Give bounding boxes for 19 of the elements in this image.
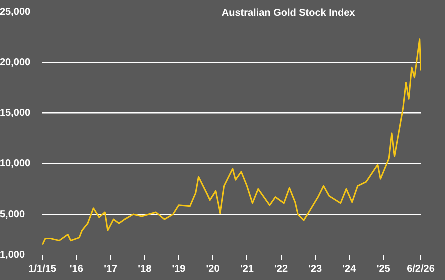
y-tick-label: 15,000 bbox=[0, 108, 32, 119]
y-tick-label: 5,000 bbox=[0, 209, 26, 220]
x-tick-label: '16 bbox=[70, 264, 84, 275]
x-tick-label: '24 bbox=[342, 264, 357, 275]
x-tick-label: '22 bbox=[274, 264, 288, 275]
x-tick-label: '25 bbox=[376, 264, 391, 275]
x-tick-label: '19 bbox=[172, 264, 186, 275]
x-tick-label: 1/1/15 bbox=[28, 264, 57, 275]
y-tick-label: 25,000 bbox=[0, 6, 32, 18]
x-tick-label: 6/2/26 bbox=[407, 264, 436, 275]
x-tick-label: '23 bbox=[308, 264, 323, 275]
x-tick-label: '18 bbox=[138, 264, 152, 275]
chart-title: Australian Gold Stock Index bbox=[222, 8, 356, 19]
x-tick-label: '17 bbox=[104, 264, 118, 275]
x-tick-label: '20 bbox=[206, 264, 220, 275]
y-tick-label: 10,000 bbox=[0, 158, 32, 170]
y-tick-label: 20,000 bbox=[0, 57, 32, 68]
x-tick-label: '21 bbox=[240, 264, 254, 275]
y-tick-label: 1,000 bbox=[0, 250, 26, 261]
